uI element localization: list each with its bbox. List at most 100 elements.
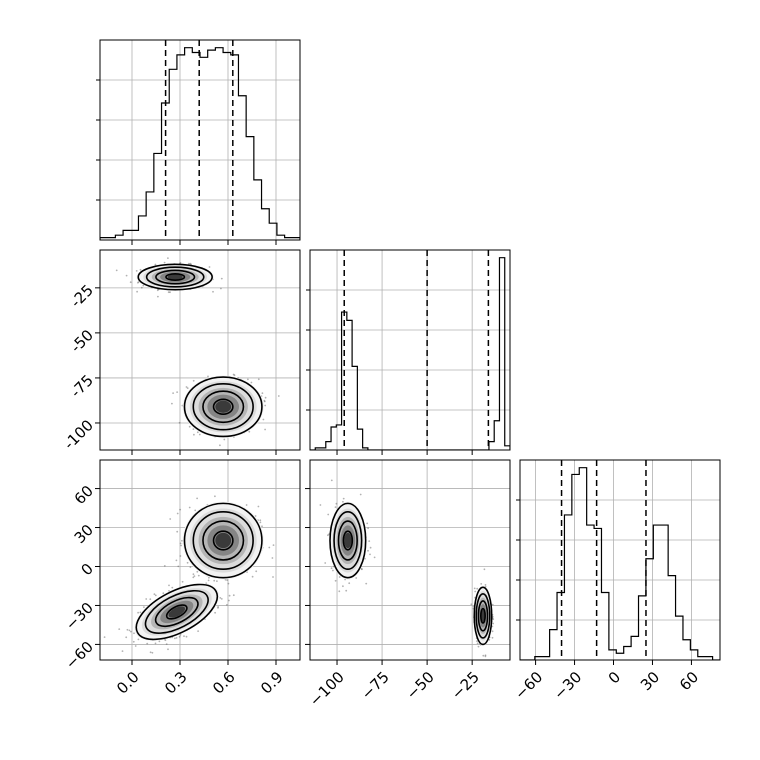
sample-point xyxy=(228,599,230,602)
density-contour xyxy=(145,266,205,288)
sample-point xyxy=(125,636,128,639)
sample-point xyxy=(133,632,135,635)
sample-point xyxy=(176,512,179,515)
sample-point xyxy=(208,266,211,268)
sample-point xyxy=(324,562,327,564)
sample-point xyxy=(175,637,178,639)
sample-point xyxy=(360,568,363,570)
sample-point xyxy=(342,500,344,503)
sample-point xyxy=(129,281,132,284)
sample-point xyxy=(176,391,179,393)
density-contour xyxy=(144,589,209,634)
sample-point xyxy=(368,540,371,542)
sample-point xyxy=(188,506,191,509)
sample-point xyxy=(169,291,171,294)
sample-point xyxy=(183,635,185,637)
sample-point xyxy=(247,378,249,381)
sample-point xyxy=(151,651,154,654)
sample-point xyxy=(484,584,487,586)
sample-point xyxy=(188,425,191,428)
sample-point xyxy=(178,421,181,424)
axes-frame xyxy=(99,39,301,241)
sample-point xyxy=(179,262,182,264)
sample-point xyxy=(214,611,217,614)
sample-point xyxy=(196,431,199,434)
sample-point xyxy=(367,549,369,552)
sample-point xyxy=(137,611,140,614)
sample-point xyxy=(217,607,219,609)
sample-point xyxy=(154,263,157,266)
sample-point xyxy=(103,636,106,638)
sample-point xyxy=(251,575,254,578)
y-tick-label: -25 xyxy=(67,281,97,311)
y-tick-label: -50 xyxy=(67,326,97,356)
axes-frame xyxy=(519,459,721,661)
sample-point xyxy=(492,622,495,625)
sample-point xyxy=(179,633,182,636)
sample-point xyxy=(139,611,142,614)
sample-point xyxy=(345,589,348,592)
sample-point xyxy=(196,497,199,500)
sample-point xyxy=(264,428,266,431)
sample-point xyxy=(470,603,473,606)
sample-point xyxy=(187,262,190,265)
density-fill xyxy=(344,532,352,549)
density-contour xyxy=(333,511,363,571)
sample-point xyxy=(179,555,182,557)
sample-point xyxy=(361,568,363,571)
density-fill xyxy=(481,610,485,622)
sample-point xyxy=(171,402,173,405)
sample-point xyxy=(223,438,226,441)
density-contour xyxy=(473,586,493,646)
sample-point xyxy=(121,650,124,652)
sample-point xyxy=(137,638,140,641)
x-tick-label: 30 xyxy=(637,668,663,694)
axes-frame xyxy=(309,249,511,451)
sample-point xyxy=(334,579,337,582)
sample-point xyxy=(259,521,262,524)
sample-point xyxy=(277,395,280,397)
density-fill xyxy=(215,532,232,549)
sample-point xyxy=(192,573,195,576)
axes-frame xyxy=(99,459,301,661)
x-tick-label: 0.3 xyxy=(161,668,191,698)
sample-point xyxy=(157,295,159,298)
x-tick-label: −30 xyxy=(550,668,585,703)
sample-point xyxy=(335,502,338,505)
sample-point xyxy=(189,262,192,265)
sample-point xyxy=(179,542,182,545)
sample-point xyxy=(143,606,145,608)
sample-point xyxy=(167,291,170,294)
density-contour xyxy=(212,398,234,415)
sample-point xyxy=(338,590,341,593)
density-contour xyxy=(192,511,254,571)
sample-point xyxy=(482,654,485,657)
y-tick-label: −60 xyxy=(62,638,97,673)
x-tick-label: −25 xyxy=(448,668,483,703)
sample-point xyxy=(259,519,262,522)
sample-point xyxy=(217,606,220,608)
sample-point xyxy=(257,378,260,381)
density-contour xyxy=(342,530,354,551)
sample-point xyxy=(175,559,178,562)
x-tick-label: 0 xyxy=(605,668,624,687)
sample-point xyxy=(227,582,230,585)
sample-point xyxy=(476,640,478,643)
density-contour xyxy=(475,592,491,639)
y-tick-label: -75 xyxy=(67,371,97,401)
sample-point xyxy=(130,630,132,633)
panel-p3-vs-p2: −100 −75 −50 −25 xyxy=(305,459,511,710)
density-fill xyxy=(168,606,186,618)
sample-point xyxy=(473,587,476,590)
panel-p2-marginal xyxy=(306,249,511,455)
sample-point xyxy=(327,534,329,537)
sample-point xyxy=(245,504,248,506)
sample-point xyxy=(219,444,221,447)
axes-frame xyxy=(99,249,301,451)
sample-point xyxy=(181,580,184,583)
sample-point xyxy=(128,629,131,632)
density-contour xyxy=(165,604,188,620)
sample-point xyxy=(214,495,216,498)
histogram-step xyxy=(310,257,510,450)
sample-point xyxy=(136,290,139,293)
